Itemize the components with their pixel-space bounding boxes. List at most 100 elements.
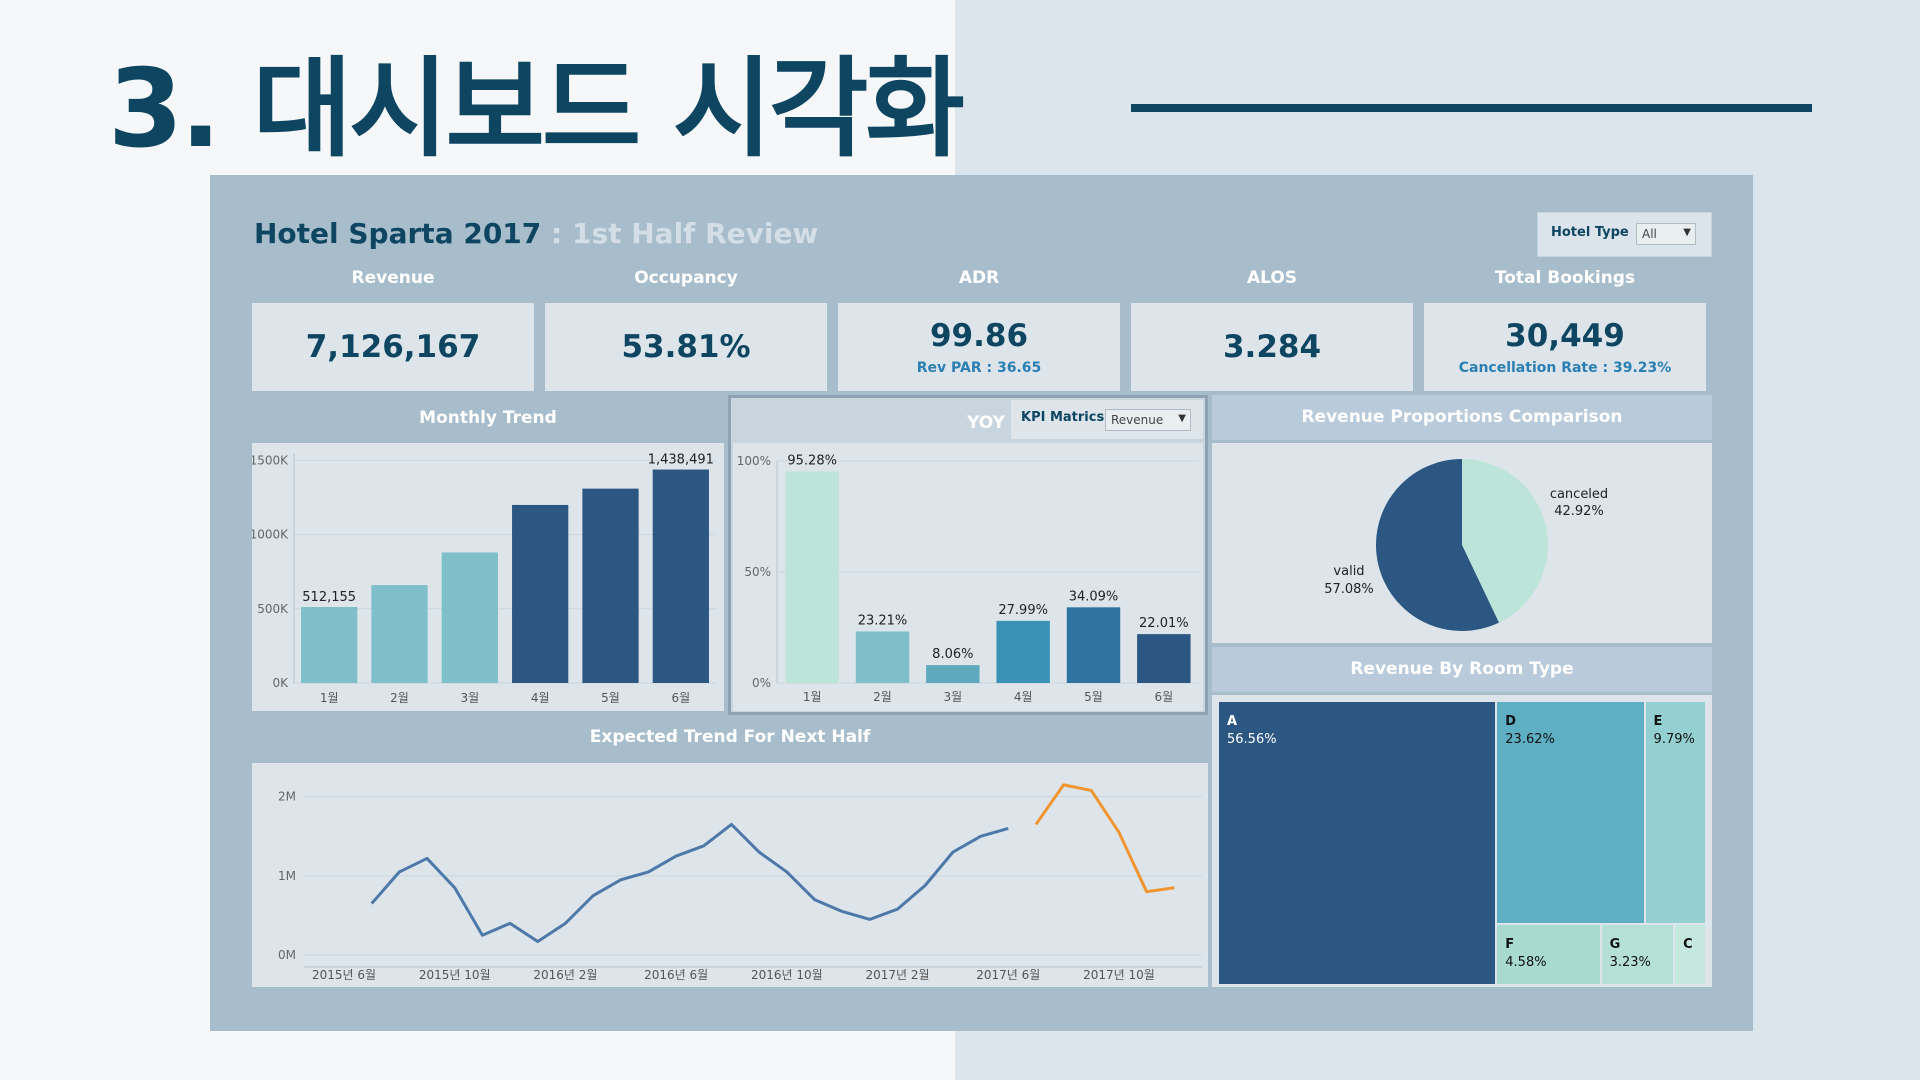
monthly-ytick-label: 1500K: [252, 453, 289, 467]
monthly-bar: [441, 552, 498, 683]
title-rule: [1131, 104, 1812, 112]
kpi-card-occupancy: 53.81%: [545, 303, 827, 391]
kpi-matrics-selector: KPI Matrics Revenue ▼: [1011, 400, 1203, 439]
monthly-xtick-label: 5월: [601, 691, 620, 705]
monthly-trend-title: Monthly Trend: [419, 408, 557, 428]
treemap-cell-value: 56.56%: [1227, 732, 1277, 747]
treemap-cell-label: E: [1653, 714, 1663, 729]
trend-line-forecast: [1034, 783, 1175, 894]
expected-trend-chart: 0M 1M 2M 2015년 6월 2015년 10월 2016년 2월 2016년 6월 2…: [278, 783, 1202, 982]
monthly-xtick-label: 4월: [531, 691, 550, 705]
monthly-bar: [301, 607, 358, 683]
kpi-matrics-dropdown[interactable]: Revenue ▼: [1105, 409, 1191, 431]
treemap-cell-value: 3.23%: [1609, 954, 1651, 970]
kpi-card-revenue: 7,126,167: [252, 303, 534, 391]
hotel-type-dropdown[interactable]: All ▼: [1636, 223, 1696, 245]
kpi-value-adr: 99.86: [929, 318, 1029, 354]
yoy-title: YOY: [967, 413, 1005, 433]
monthly-bar: [371, 585, 428, 683]
trend-xtick-label: 2016년 10월: [751, 968, 823, 982]
yoy-data-label: 95.28%: [787, 453, 837, 468]
hotel-type-filter: Hotel Type All ▼: [1537, 212, 1712, 257]
treemap-cell-A: A 56.56%: [1219, 702, 1496, 984]
revenue-by-room-type-panel: A 56.56% D 23.62% E 9.79% F 4.58% G 3.23% C: [1212, 695, 1712, 987]
revenue-by-room-type-treemap: A 56.56% D 23.62% E 9.79% F 4.58% G 3.23% C: [1218, 701, 1706, 985]
yoy-data-label: 23.21%: [858, 613, 908, 628]
dashboard-title-main: Hotel Sparta 2017: [254, 217, 542, 250]
monthly-data-label: 1,438,491: [648, 453, 714, 468]
treemap-cell-value: 4.58%: [1505, 954, 1547, 970]
expected-trend-title: Expected Trend For Next Half: [589, 727, 871, 747]
yoy-bar: [926, 665, 980, 683]
yoy-xtick-label: 4월: [1014, 690, 1033, 704]
kpi-label-occupancy: Occupancy: [634, 268, 738, 288]
monthly-ytick-label: 500K: [257, 602, 289, 616]
treemap-cell-value: 23.62%: [1505, 732, 1555, 747]
treemap-cell-label: F: [1505, 936, 1515, 952]
monthly-bar: [582, 488, 639, 683]
treemap-cell-F: F 4.58%: [1497, 924, 1600, 984]
treemap-cell-label: C: [1683, 936, 1693, 952]
pie-slice-canceled: [1462, 459, 1548, 623]
hotel-type-value: All: [1642, 227, 1657, 241]
yoy-plot-area: 0% 50% 100% 95.28% 1월 23.21% 2월 8.06% 3월 27.99% 4월…: [733, 443, 1203, 711]
trend-xtick-label: 2016년 2월: [533, 968, 597, 982]
treemap-cell-G: G 3.23%: [1601, 924, 1674, 984]
yoy-data-label: 8.06%: [932, 647, 973, 662]
treemap-cell-C: C: [1675, 924, 1705, 984]
kpi-value-total-bookings: 30,449: [1505, 318, 1625, 354]
yoy-data-label: 22.01%: [1139, 616, 1189, 631]
kpi-note-cancellation-rate: Cancellation Rate : 39.23%: [1458, 360, 1672, 376]
treemap-cell-label: G: [1609, 936, 1621, 952]
revenue-proportions-title: Revenue Proportions Comparison: [1301, 407, 1623, 427]
chevron-down-icon: ▼: [1178, 413, 1186, 424]
slide-title: 3. 대시보드 시각화: [108, 47, 965, 172]
kpi-label-adr: ADR: [958, 268, 1000, 288]
pie-label-value: 57.08%: [1324, 582, 1374, 597]
kpi-card-total-bookings: 30,449 Cancellation Rate : 39.23%: [1424, 303, 1706, 391]
pie-slice-valid: [1376, 459, 1500, 631]
kpi-note-revpar: Rev PAR : 36.65: [916, 360, 1042, 376]
revenue-proportions-panel: canceled 42.92% valid 57.08%: [1212, 443, 1712, 643]
kpi-value-occupancy: 53.81%: [621, 329, 751, 365]
monthly-ytick-label: 1000K: [252, 528, 289, 542]
revenue-by-room-type-title: Revenue By Room Type: [1350, 659, 1574, 679]
revenue-proportions-header: Revenue Proportions Comparison: [1212, 395, 1712, 440]
trend-ytick-label: 2M: [278, 790, 296, 804]
revenue-proportions-chart: canceled 42.92% valid 57.08%: [1324, 459, 1608, 631]
kpi-card-adr: 99.86 Rev PAR : 36.65: [838, 303, 1120, 391]
monthly-trend-panel: 0K 500K 1000K 1500K 512,155 1월 2월 3월 4월 5월 1,438,4…: [250, 443, 724, 711]
kpi-value-alos: 3.284: [1222, 329, 1322, 365]
monthly-xtick-label: 3월: [460, 691, 479, 705]
treemap-cell-label: A: [1227, 714, 1238, 729]
yoy-xtick-label: 3월: [943, 690, 962, 704]
dashboard: Hotel Sparta 2017 : 1st Half Review Hote…: [210, 175, 1753, 1031]
trend-line-actual: [370, 822, 1009, 944]
expected-trend-panel: 0M 1M 2M 2015년 6월 2015년 10월 2016년 2월 2016년 6월 2…: [252, 763, 1208, 987]
trend-xtick-label: 2017년 2월: [866, 968, 930, 982]
monthly-ytick-label: 0K: [272, 676, 289, 690]
chevron-down-icon: ▼: [1683, 227, 1691, 238]
yoy-data-label: 27.99%: [998, 603, 1048, 618]
yoy-bar: [1066, 607, 1121, 683]
monthly-xtick-label: 1월: [320, 691, 339, 705]
yoy-bar: [855, 631, 910, 683]
dashboard-title: Hotel Sparta 2017 : 1st Half Review: [254, 217, 818, 250]
trend-xtick-label: 2017년 6월: [976, 968, 1040, 982]
yoy-bar: [996, 620, 1050, 683]
pie-label-name: canceled: [1550, 487, 1608, 502]
kpi-value-revenue: 7,126,167: [305, 329, 481, 365]
monthly-trend-chart: 0K 500K 1000K 1500K 512,155 1월 2월 3월 4월 5월 1,438,4…: [250, 453, 716, 705]
kpi-label-alos: ALOS: [1246, 268, 1298, 288]
kpi-card-alos: 3.284: [1131, 303, 1413, 391]
trend-ytick-label: 0M: [278, 948, 296, 962]
yoy-panel: YOY KPI Matrics Revenue ▼ 0% 50% 100% 95.28…: [728, 395, 1208, 715]
yoy-bar: [785, 471, 839, 683]
treemap-cell-value: 9.79%: [1653, 732, 1695, 747]
monthly-xtick-label: 6월: [671, 691, 690, 705]
monthly-bar: [512, 504, 569, 683]
yoy-xtick-label: 2월: [873, 690, 892, 704]
yoy-xtick-label: 5월: [1084, 690, 1103, 704]
trend-xtick-label: 2015년 6월: [312, 968, 376, 982]
dashboard-subtitle: : 1st Half Review: [551, 217, 819, 250]
